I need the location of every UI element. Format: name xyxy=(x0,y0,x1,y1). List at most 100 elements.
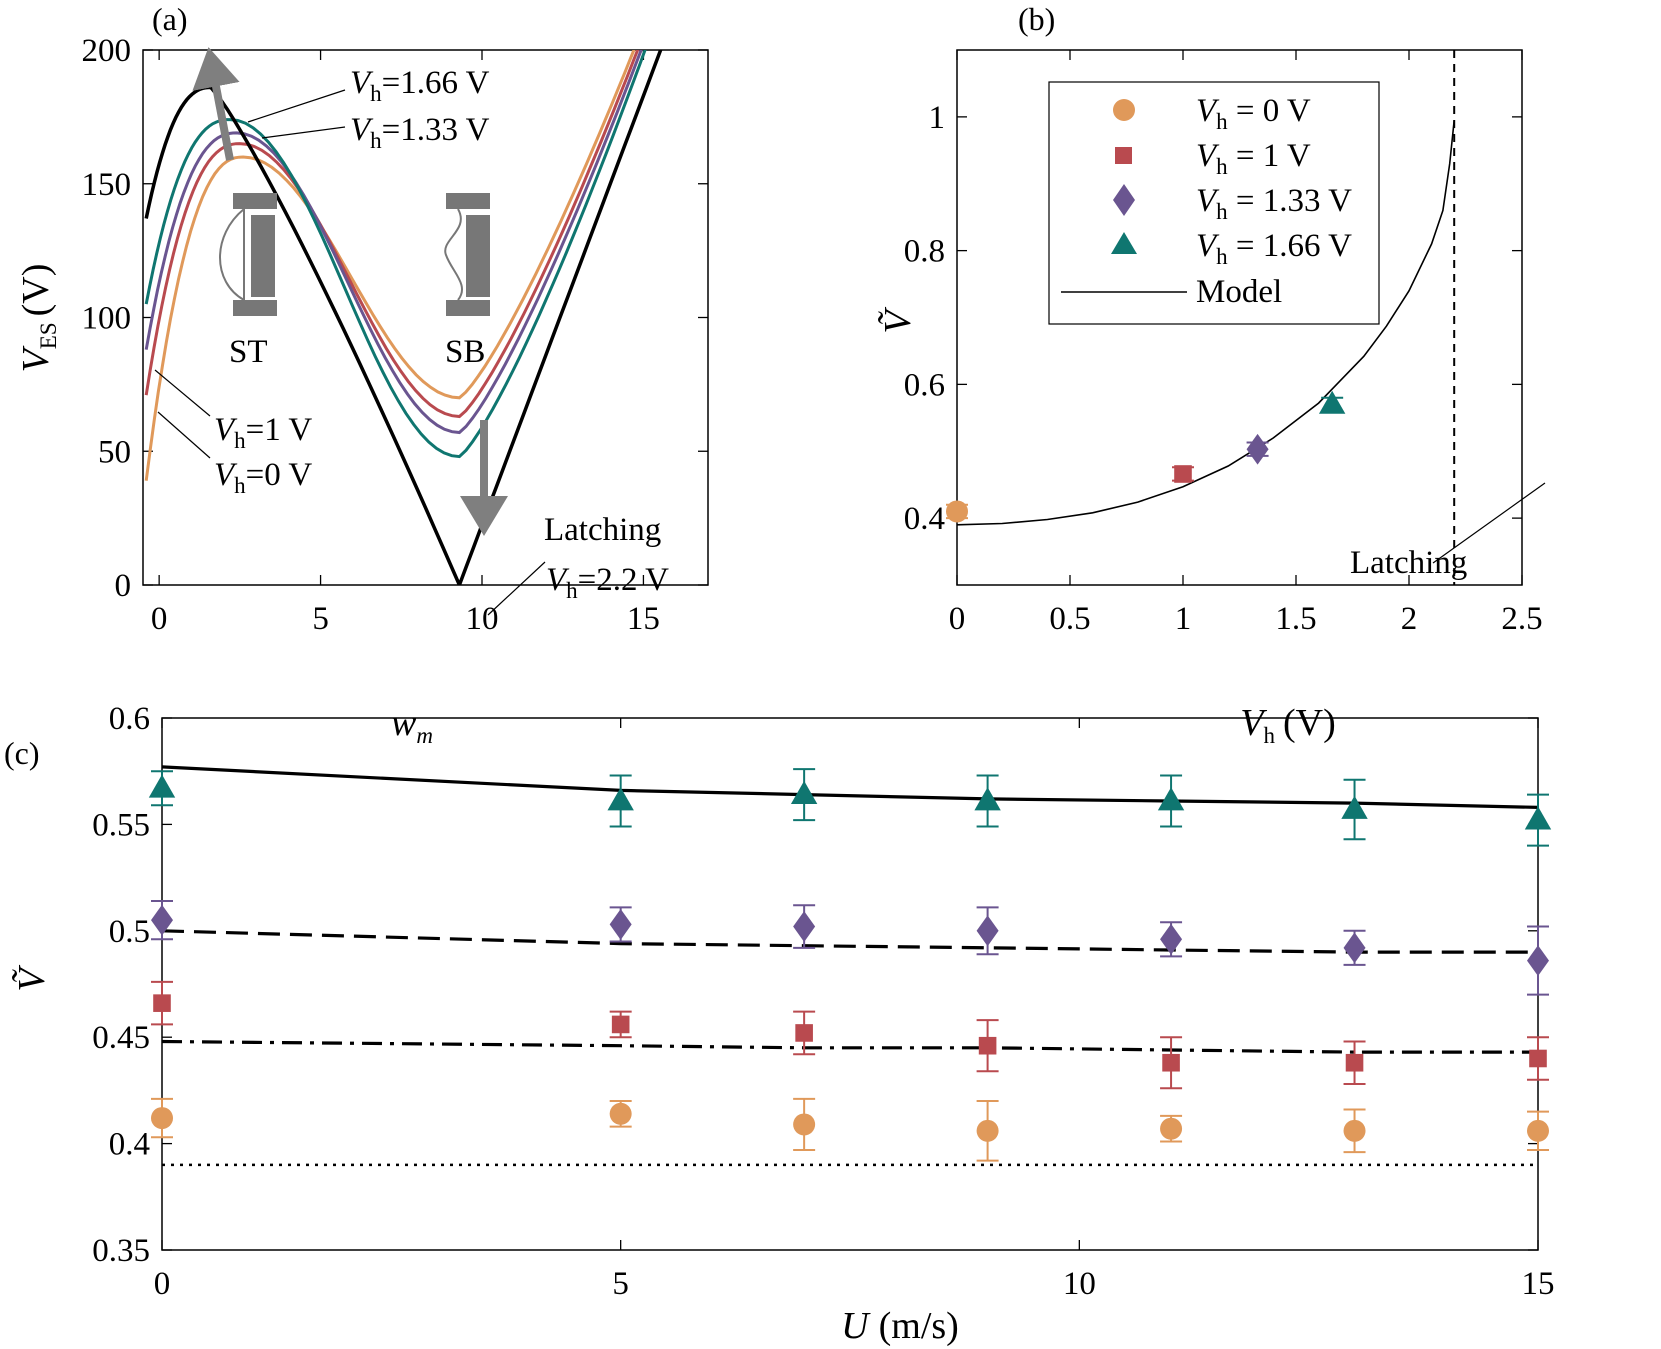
curve-vh-0-v xyxy=(144,50,636,481)
annotation-vh-1-66: Vh=1.66 V xyxy=(350,65,490,106)
data-point-diamond xyxy=(793,911,816,942)
latching-callout-line-b xyxy=(1432,482,1546,564)
annotation-latching-b: Latching xyxy=(1350,545,1467,581)
x-tick-label: 0 xyxy=(949,601,966,637)
data-point-diamond xyxy=(1160,923,1183,955)
data-point-circle xyxy=(976,1119,999,1142)
panel-c-label: (c) xyxy=(4,735,40,771)
curve-vh-1-33-v xyxy=(144,50,643,435)
panel-b-data xyxy=(946,50,1456,585)
panel-b-y-label: Ṽ xyxy=(877,307,919,334)
data-point-triangle xyxy=(974,787,1001,811)
x-tick-label: 15 xyxy=(1522,1266,1555,1302)
data-point-diamond xyxy=(1343,932,1366,964)
legend-label-vh-1-33: Vh = 1.33 V xyxy=(1196,183,1352,224)
callout-line-1-33 xyxy=(261,126,346,139)
x-tick-label: 0 xyxy=(151,601,168,637)
panel-c-data xyxy=(148,765,1552,1167)
model-line-dashed xyxy=(161,929,1538,954)
panel-b-label: (b) xyxy=(1018,1,1055,37)
st-schematic xyxy=(219,193,277,316)
data-point-diamond xyxy=(976,915,999,947)
data-point-square xyxy=(1345,1053,1364,1072)
y-tick-label: 0.35 xyxy=(92,1233,150,1269)
curve-vh-1-66-v xyxy=(144,50,647,459)
panel-c-x-label: U (m/s) xyxy=(841,1305,959,1347)
y-tick-label: 200 xyxy=(82,33,132,69)
x-tick-label: 15 xyxy=(627,601,660,637)
data-point-circle xyxy=(151,1107,173,1130)
panel-c: (c) 0 5 10 15 0.35 0.4 0.45 0.5 0.55 0.6 U (m/s) Ṽ xyxy=(4,701,1555,1347)
data-point-triangle xyxy=(1318,390,1346,414)
legend-box xyxy=(1048,81,1380,325)
x-tick-label: 5 xyxy=(312,601,329,637)
annotation-vh-2-2: Vh=2.2 V xyxy=(546,562,669,603)
panel-b-legend: Vh = 0 V Vh = 1 V Vh = 1.33 V Vh = 1.66 … xyxy=(1048,81,1380,325)
annotation-vh-0: Vh=0 V xyxy=(214,457,312,498)
data-point-triangle xyxy=(1157,787,1185,811)
data-point-circle xyxy=(609,1102,632,1125)
annotation-vh-1: Vh=1 V xyxy=(214,412,312,453)
data-point-triangle xyxy=(1341,795,1368,819)
y-tick-label: 1 xyxy=(929,100,946,136)
data-point-square xyxy=(1174,465,1192,483)
panel-c-ticks: 0 5 10 15 0.35 0.4 0.45 0.5 0.55 0.6 xyxy=(92,701,1554,1302)
data-point-square xyxy=(1529,1049,1547,1068)
y-tick-label: 0.6 xyxy=(904,367,945,403)
annotation-latching-a: Latching xyxy=(544,512,661,548)
y-tick-label: 150 xyxy=(82,167,132,203)
y-tick-label: 0.8 xyxy=(904,234,945,270)
data-point-square xyxy=(1162,1053,1180,1072)
data-point-circle xyxy=(946,500,968,523)
y-tick-label: 0.5 xyxy=(109,914,150,950)
data-point-triangle xyxy=(1524,806,1552,830)
legend-marker-triangle xyxy=(1111,232,1137,254)
data-point-diamond xyxy=(1527,945,1549,976)
panel-b-x-label: Vh (V) xyxy=(1240,702,1335,748)
x-tick-label: 2.5 xyxy=(1501,601,1542,637)
panel-c-plot-area xyxy=(161,717,1539,1251)
legend-marker-circle xyxy=(1113,99,1135,121)
model-line-dashdot xyxy=(161,1039,1538,1054)
data-point-circle xyxy=(1527,1119,1549,1142)
panel-a-y-label: VES(V) xyxy=(15,264,61,373)
model-line-solid xyxy=(161,765,1539,809)
x-tick-label: 1.5 xyxy=(1275,601,1316,637)
data-point-square xyxy=(611,1015,630,1034)
x-tick-label: 10 xyxy=(1063,1266,1096,1302)
y-tick-label: 0 xyxy=(115,568,132,604)
data-point-diamond xyxy=(151,904,173,936)
legend-label-model: Model xyxy=(1196,274,1282,310)
y-tick-label: 0.4 xyxy=(109,1127,150,1163)
legend-label-vh-1-66: Vh = 1.66 V xyxy=(1196,228,1352,269)
x-tick-label: 0 xyxy=(154,1266,171,1302)
curve-vh-1-v xyxy=(144,50,640,419)
data-point-diamond xyxy=(609,909,632,940)
sb-label: SB xyxy=(445,334,485,370)
st-label: ST xyxy=(229,334,268,370)
data-point-square xyxy=(978,1036,997,1055)
x-tick-label: 0.5 xyxy=(1049,601,1090,637)
data-point-triangle xyxy=(607,787,634,811)
increase-arrow-up xyxy=(192,47,240,161)
y-tick-label: 0.4 xyxy=(904,501,945,537)
callout-line-latching xyxy=(487,561,546,616)
panel-a-x-label: wm xyxy=(391,702,433,748)
callout-line-0 xyxy=(157,411,211,459)
y-tick-label: 0.55 xyxy=(92,807,150,843)
callout-line-1 xyxy=(154,369,211,417)
panel-c-y-label: Ṽ xyxy=(11,965,53,992)
annotation-vh-1-33: Vh=1.33 V xyxy=(350,112,490,153)
data-point-diamond xyxy=(1246,433,1269,465)
y-tick-label: 0.6 xyxy=(109,701,150,737)
x-tick-label: 10 xyxy=(466,601,499,637)
data-point-circle xyxy=(793,1113,816,1136)
panel-b-plot-area xyxy=(956,49,1523,586)
legend-marker-square xyxy=(1115,147,1132,164)
data-point-triangle xyxy=(790,780,818,804)
legend-label-vh-1: Vh = 1 V xyxy=(1196,138,1311,179)
x-tick-label: 2 xyxy=(1401,601,1418,637)
